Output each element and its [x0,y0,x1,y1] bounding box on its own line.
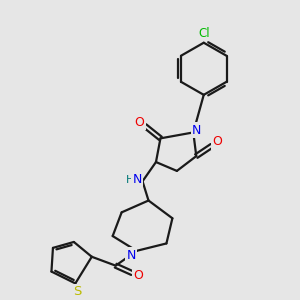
Text: O: O [135,116,145,129]
Text: H: H [126,175,134,185]
Text: O: O [134,269,144,282]
Text: N: N [133,173,142,186]
Text: O: O [212,135,222,148]
Text: N: N [192,124,202,137]
Text: Cl: Cl [198,27,210,40]
Text: S: S [73,285,81,298]
Text: N: N [127,249,136,262]
